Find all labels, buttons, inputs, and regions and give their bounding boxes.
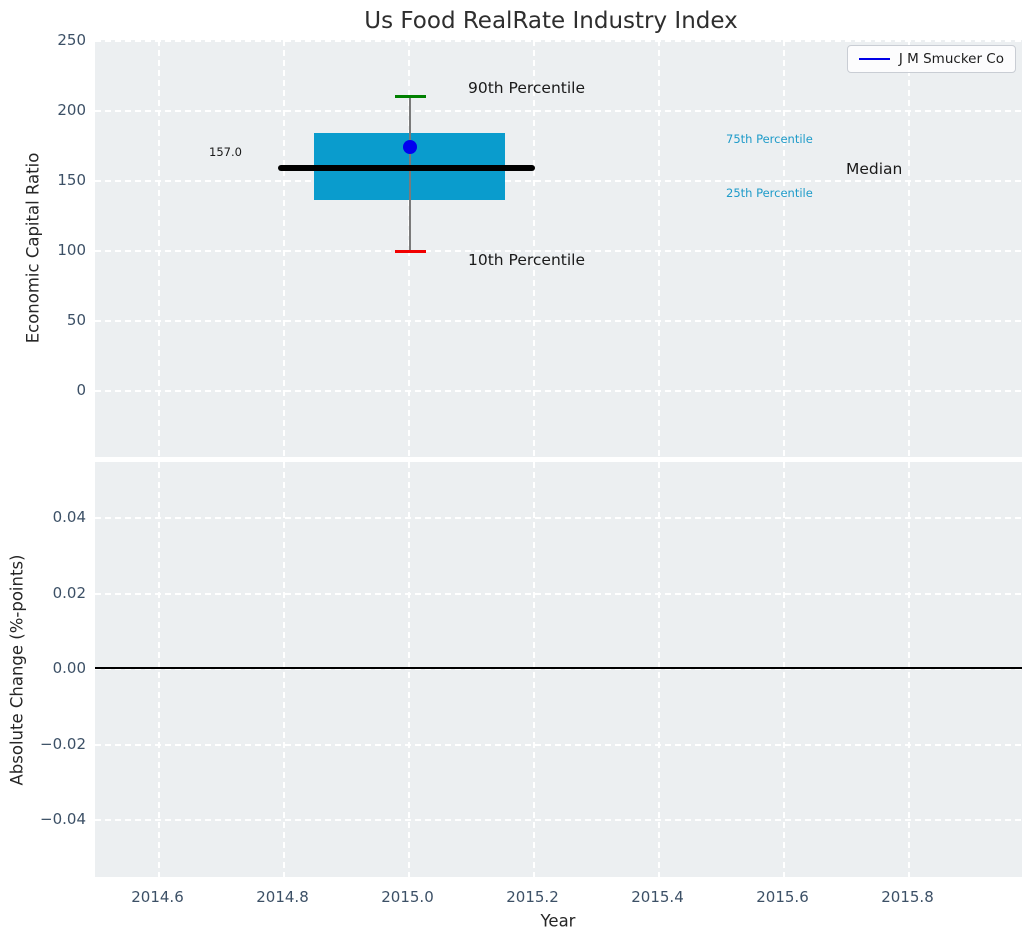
gridline-horizontal: [95, 819, 1022, 821]
ytick-150: 150: [57, 171, 86, 189]
gridline-vertical: [657, 462, 660, 877]
xtick-2015.4: 2015.4: [631, 888, 684, 906]
gridline-vertical: [282, 40, 285, 457]
annotation-median: Median: [846, 160, 903, 178]
gridline-vertical: [407, 462, 410, 877]
annotation-90th-percentile: 90th Percentile: [468, 79, 586, 97]
annotation-25th-percentile: 25th Percentile: [726, 185, 813, 200]
xtick-2015.6: 2015.6: [756, 888, 809, 906]
xtick-2015.8: 2015.8: [881, 888, 934, 906]
top-y-axis-label: Economic Capital Ratio: [23, 152, 43, 344]
gridline-horizontal: [95, 110, 1022, 112]
p90-cap: [394, 94, 426, 98]
x-axis-label: Year: [540, 911, 576, 931]
gridline-horizontal: [95, 517, 1022, 519]
gridline-vertical: [907, 40, 910, 457]
top-axes-economic-capital-ratio: 90th Percentile 10th Percentile 75th Per…: [95, 40, 1022, 457]
ytick-200: 200: [57, 101, 86, 119]
gridline-horizontal: [95, 390, 1022, 392]
p10-cap: [394, 249, 426, 253]
ytick-100: 100: [57, 241, 86, 259]
ytick-50: 50: [66, 311, 86, 329]
gridline-horizontal: [95, 743, 1022, 746]
gridline-vertical: [907, 462, 910, 877]
zero-reference-line: [95, 667, 1022, 669]
xtick-2014.6: 2014.6: [131, 888, 184, 906]
bottom-axes-absolute-change: [95, 462, 1022, 877]
ytick-0.04: 0.04: [52, 508, 86, 526]
gridline-horizontal: [95, 592, 1022, 595]
gridline-horizontal: [95, 180, 1022, 182]
ytick-neg-0.02: −0.02: [40, 734, 86, 753]
gridline-vertical: [782, 40, 785, 457]
ytick-0.00: 0.00: [52, 659, 86, 677]
ytick-0.02: 0.02: [52, 583, 86, 602]
gridline-vertical: [157, 40, 160, 457]
xtick-2015.2: 2015.2: [506, 888, 559, 906]
chart-title: Us Food RealRate Industry Index: [364, 8, 738, 34]
ytick-250: 250: [57, 31, 86, 49]
annotation-75th-percentile: 75th Percentile: [726, 132, 813, 146]
gridline-vertical: [532, 40, 535, 457]
xtick-2014.8: 2014.8: [256, 888, 309, 906]
gridline-vertical: [407, 40, 410, 457]
annotation-10th-percentile: 10th Percentile: [468, 251, 586, 269]
gridline-vertical: [157, 462, 160, 877]
median-value-label: 157.0: [209, 145, 242, 159]
bottom-y-axis-label: Absolute Change (%-points): [7, 554, 27, 786]
legend: J M Smucker Co: [846, 45, 1016, 73]
gridline-horizontal: [95, 40, 1022, 42]
legend-line-sample: [858, 57, 890, 61]
legend-label: J M Smucker Co: [898, 51, 1004, 67]
xtick-2015.0: 2015.0: [381, 888, 434, 906]
gridline-horizontal: [95, 320, 1022, 322]
gridline-horizontal: [95, 250, 1022, 252]
company-point-dot: [402, 140, 417, 154]
whisker-line: [409, 96, 411, 251]
gridline-vertical: [532, 462, 535, 877]
median-line: [278, 165, 535, 172]
ytick-0: 0: [76, 381, 86, 399]
gridline-vertical: [282, 462, 285, 877]
ytick-neg-0.04: −0.04: [40, 810, 86, 828]
gridline-vertical: [657, 40, 660, 457]
gridline-vertical: [782, 462, 785, 877]
gridline-horizontal: [95, 668, 1022, 670]
